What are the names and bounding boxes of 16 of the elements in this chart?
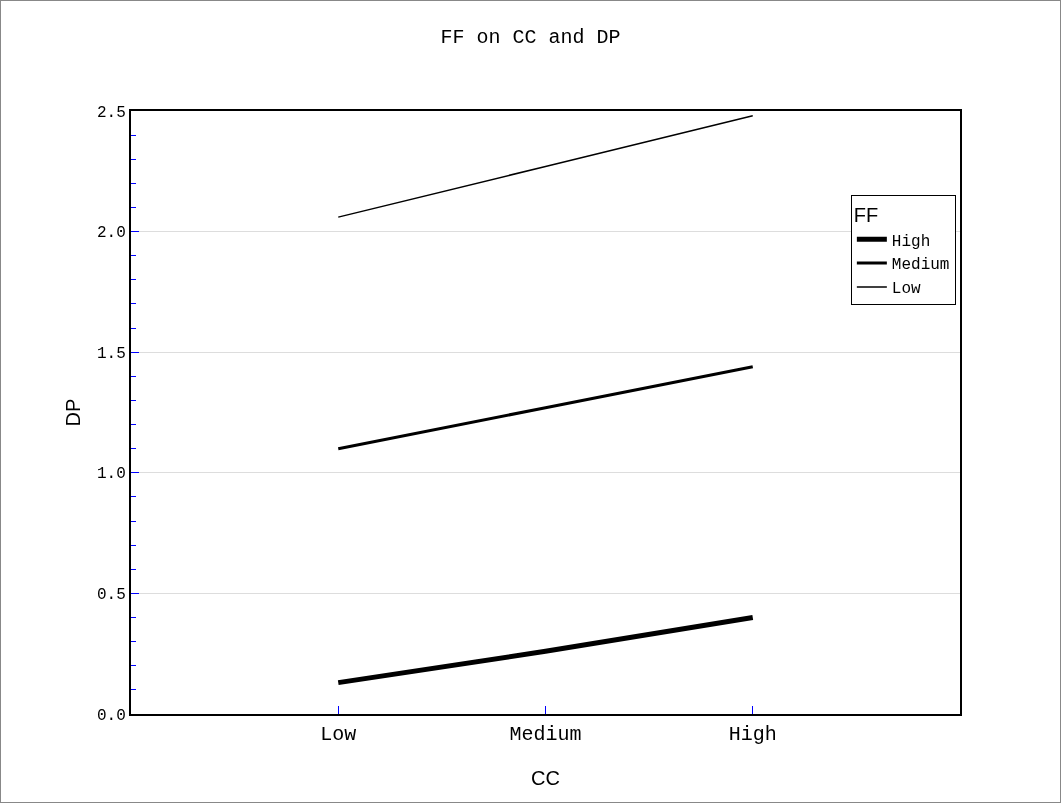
y-tick-label: 0.0 — [96, 706, 126, 725]
x-tick-label: Low — [320, 723, 357, 746]
y-tick-label: 1.0 — [96, 465, 126, 484]
x-tick-label: Medium — [509, 723, 582, 746]
legend-title: FF — [853, 204, 879, 227]
y-tick-label: 0.5 — [96, 586, 126, 604]
legend-label: Medium — [891, 256, 950, 275]
y-tick-label: 2.0 — [96, 224, 126, 243]
x-axis-title: CC — [531, 767, 560, 789]
y-tick-label: 1.5 — [96, 344, 126, 363]
x-tick-label: High — [728, 723, 777, 746]
legend-label: High — [891, 232, 931, 251]
chart-title: FF on CC and DP — [440, 26, 621, 50]
y-axis-title: DP — [62, 398, 84, 427]
legend-label: Low — [891, 280, 922, 299]
y-tick-label: 2.5 — [96, 103, 126, 122]
